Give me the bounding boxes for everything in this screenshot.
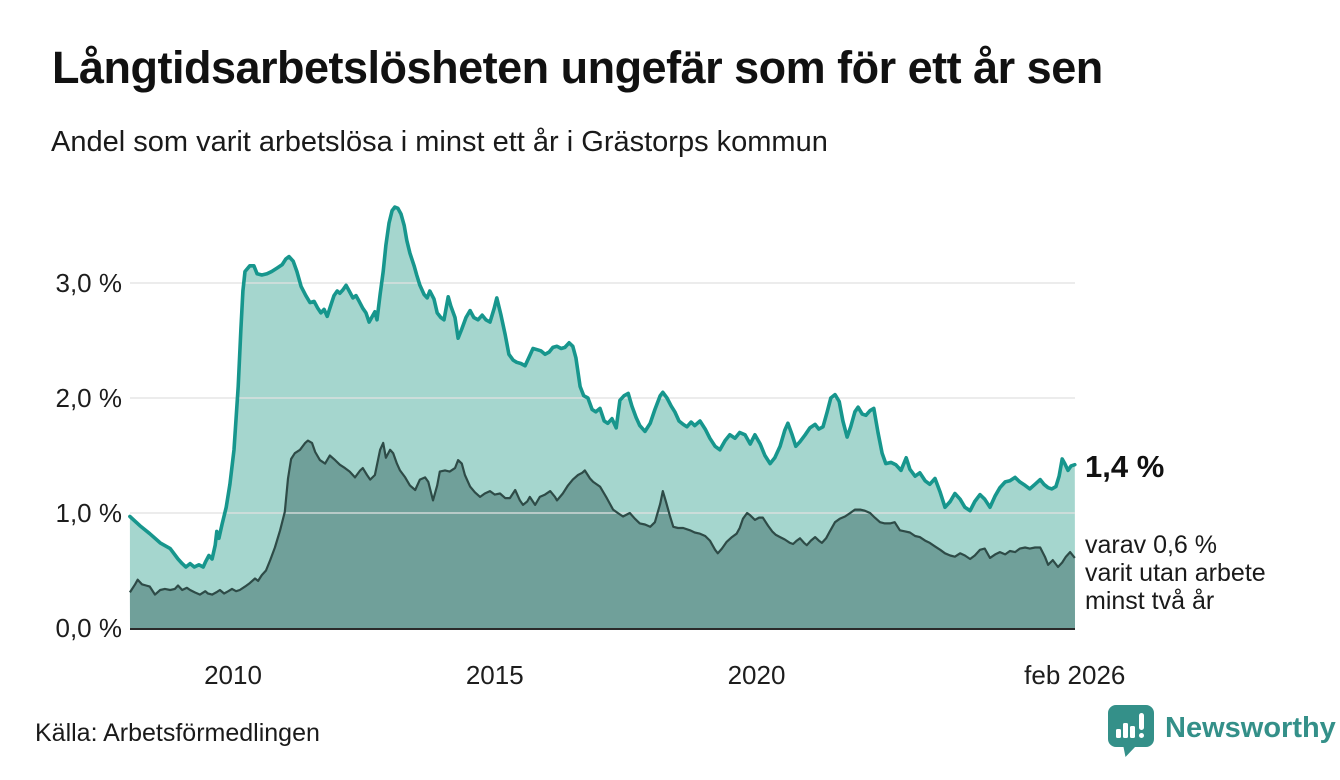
series-line-minst-tva-ar: [128, 439, 1076, 596]
logo-exclamation-bar: [1139, 713, 1144, 730]
newsworthy-logo: Newsworthy: [1108, 705, 1336, 757]
page-subtitle: Andel som varit arbetslösa i minst ett å…: [51, 126, 828, 158]
newsworthy-logo-icon: [1108, 705, 1154, 757]
source-credit: Källa: Arbetsförmedlingen: [35, 719, 320, 747]
newsworthy-logo-text: Newsworthy: [1165, 712, 1336, 744]
logo-bar-2: [1123, 723, 1128, 738]
logo-exclamation-dot: [1139, 733, 1144, 738]
x-tick-label: 2015: [466, 660, 524, 690]
page-title: Långtidsarbetslösheten ungefär som för e…: [52, 42, 1103, 93]
y-tick-label: 1,0 %: [56, 498, 123, 528]
y-tick-label: 2,0 %: [56, 383, 123, 413]
logo-bar-1: [1116, 729, 1121, 738]
secondary-value-line2: varit utan arbete: [1085, 559, 1266, 587]
series-line-minst-ett-ar: [128, 205, 1077, 569]
area-fill-minst-tva-ar: [129, 440, 1075, 628]
x-tick-label: feb 2026: [1024, 660, 1125, 690]
secondary-value-line3: minst två år: [1085, 587, 1215, 615]
latest-value-label: 1,4 %: [1085, 449, 1165, 484]
x-tick-label: 2020: [728, 660, 786, 690]
secondary-value-label: varav 0,6 % varit utan arbete minst två …: [1085, 531, 1266, 615]
y-tick-label: 0,0 %: [56, 613, 123, 643]
logo-bar-3: [1130, 726, 1135, 738]
x-tick-label: 2010: [204, 660, 262, 690]
y-tick-label: 3,0 %: [56, 268, 123, 298]
secondary-value-line1: varav 0,6 %: [1085, 531, 1218, 559]
